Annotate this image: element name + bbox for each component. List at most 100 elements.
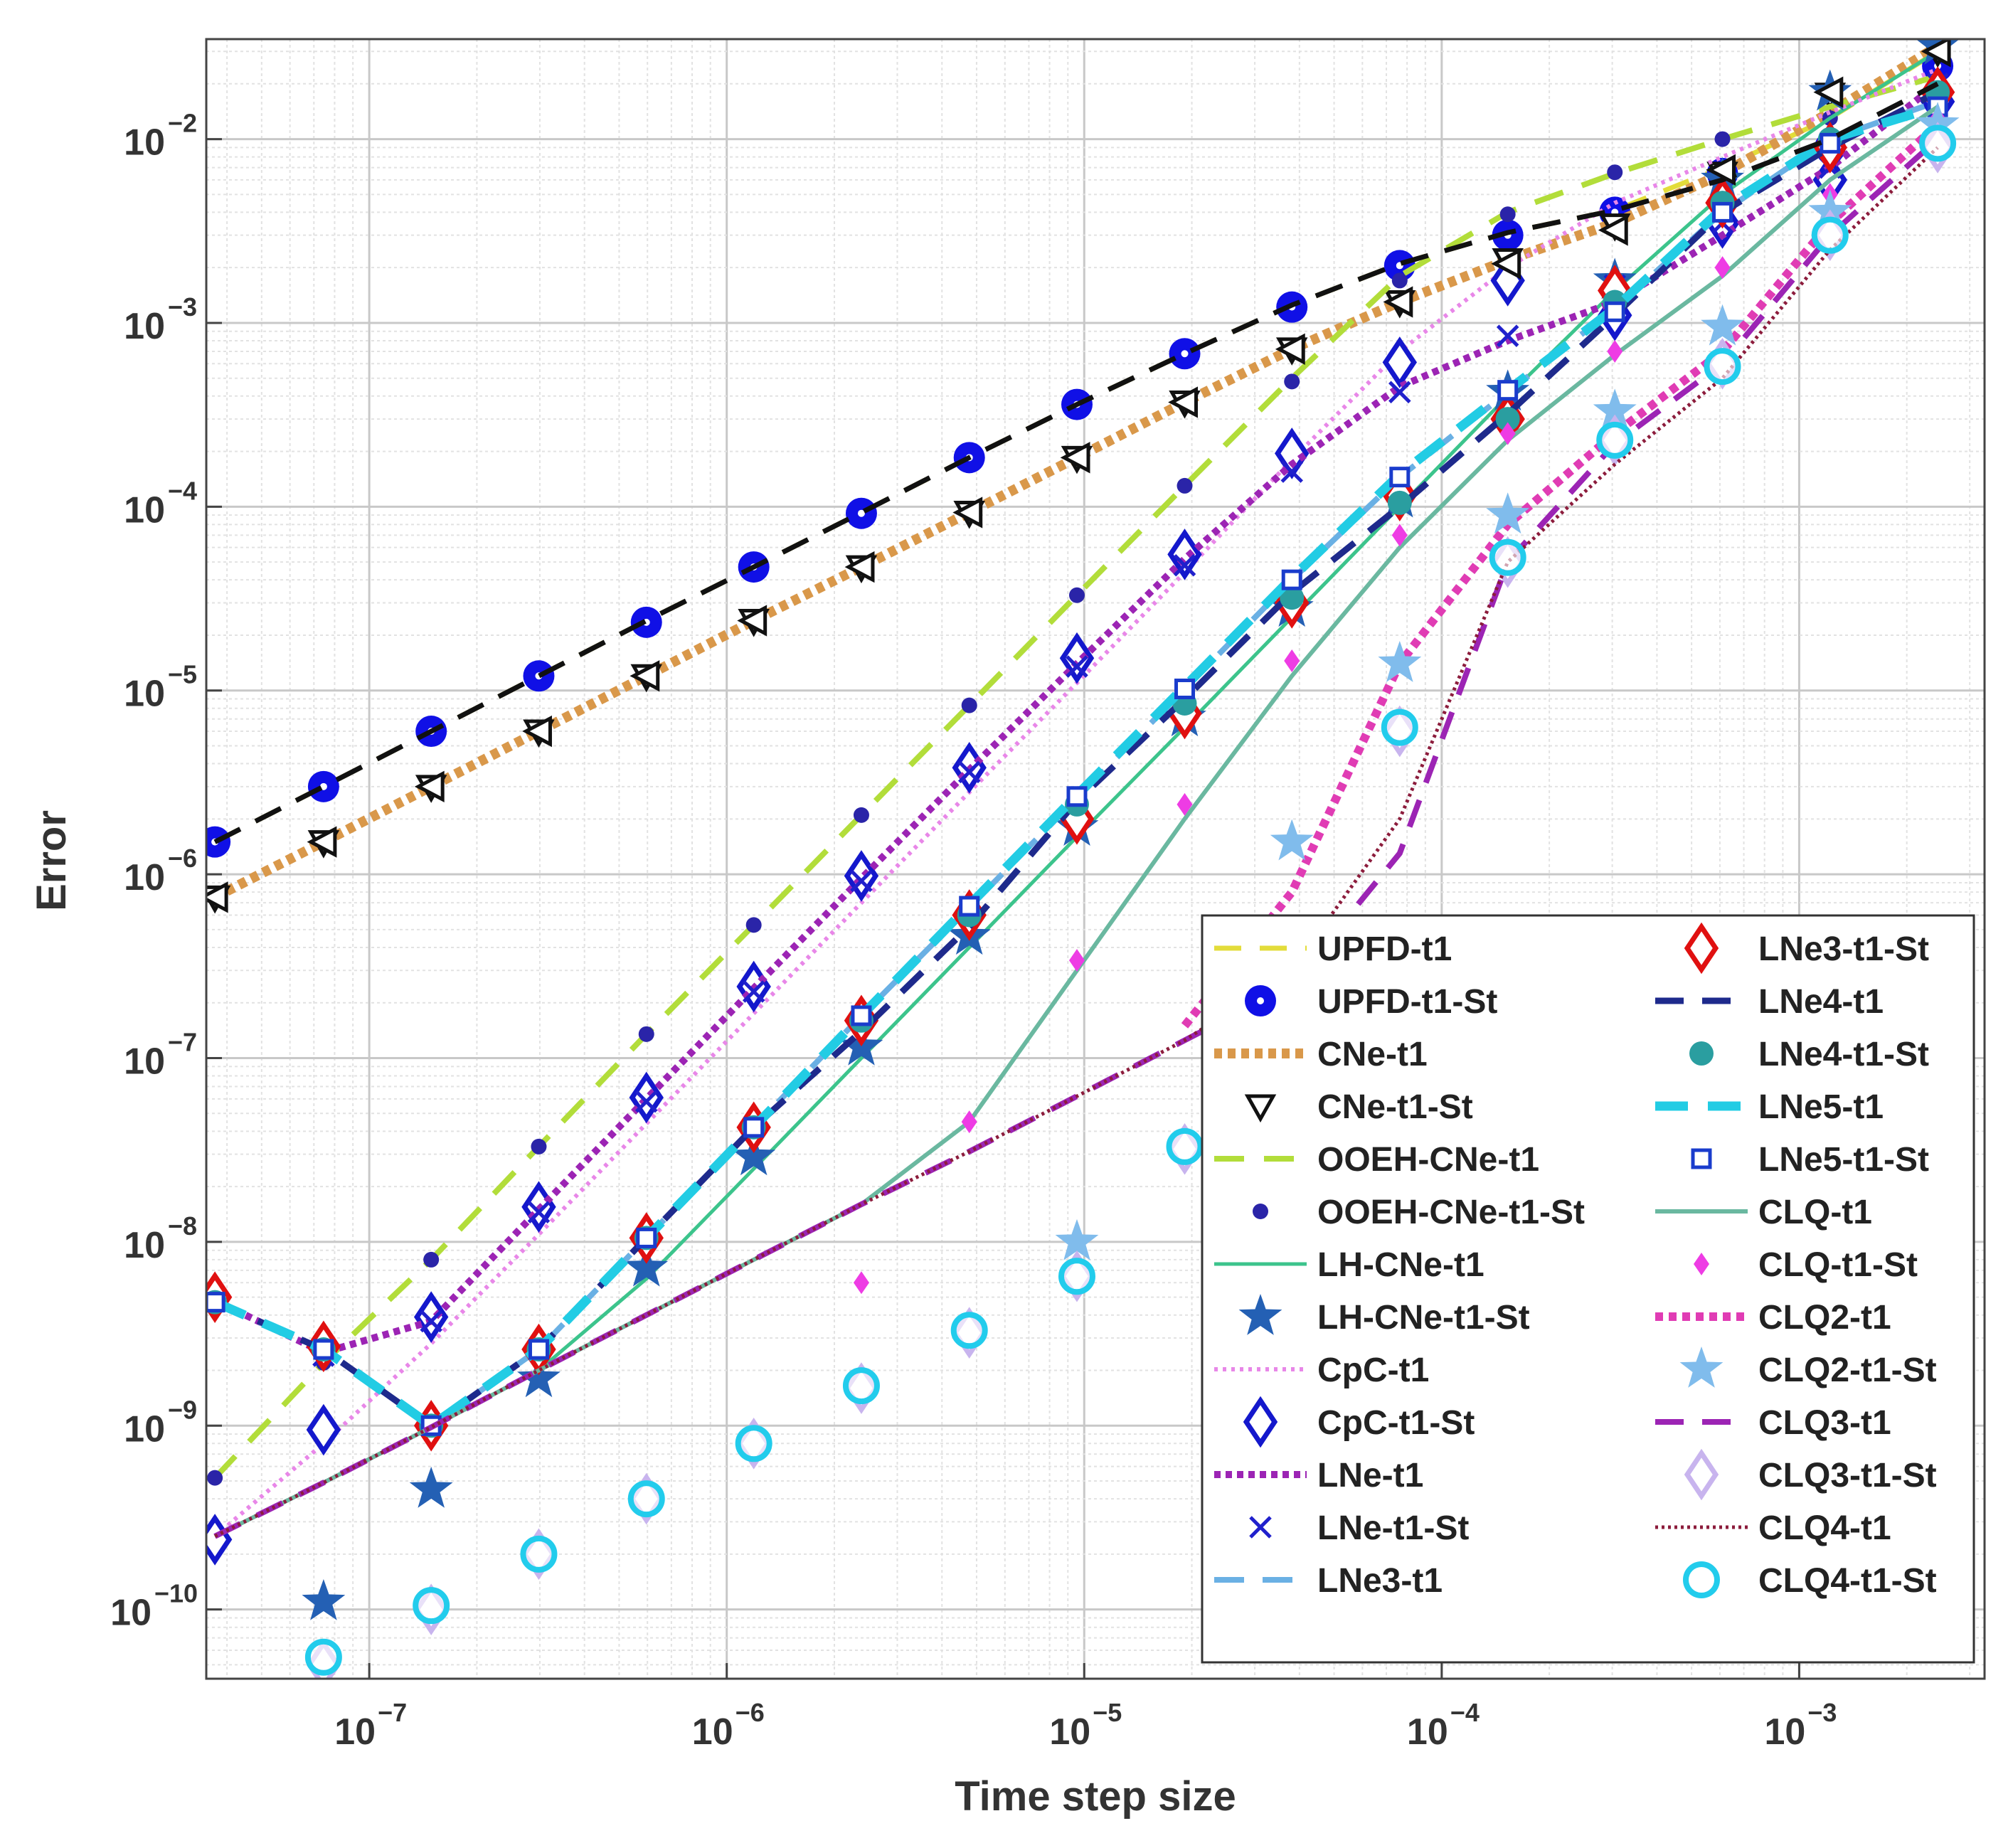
x-tick-exponent: −6 (735, 1698, 765, 1727)
data-point (844, 551, 875, 583)
data-point (1391, 524, 1408, 547)
x-tick-label: 10 (334, 1711, 376, 1753)
data-point (1593, 388, 1637, 430)
legend-item: LH-CNe-t1 (1214, 1246, 1484, 1284)
data-point (1391, 272, 1408, 289)
series-line (213, 81, 1939, 844)
data-point (1066, 655, 1088, 678)
legend-label: LNe4-t1 (1758, 983, 1884, 1021)
data-point (527, 1201, 551, 1223)
data-point (950, 1312, 988, 1349)
data-point (423, 1251, 440, 1268)
series-CNe-t1 (212, 42, 1940, 902)
legend-label: LNe-t1-St (1317, 1509, 1469, 1547)
legend-label: CpC-t1 (1317, 1352, 1429, 1389)
data-point (636, 1227, 657, 1248)
data-point (1499, 206, 1516, 223)
legend-label: LNe3-t1-St (1758, 930, 1929, 968)
data-point (638, 1026, 654, 1042)
x-tick-exponent: −5 (1093, 1698, 1122, 1727)
data-point (1714, 256, 1731, 280)
series-CLQ4-t1-St (304, 124, 1957, 1676)
legend-item: LNe4-t1-St (1689, 1036, 1929, 1073)
legend-label: CNe-t1-St (1317, 1088, 1473, 1126)
legend-label: CLQ4-t1 (1758, 1509, 1891, 1547)
legend-label: UPFD-t1-St (1317, 983, 1497, 1021)
data-point (630, 660, 660, 692)
data-point (1388, 381, 1411, 404)
legend-label: CLQ-t1-St (1758, 1246, 1918, 1284)
data-point (1811, 216, 1849, 254)
legend-item: CLQ-t1 (1655, 1194, 1872, 1231)
data-point (627, 1480, 665, 1518)
data-point (952, 496, 983, 529)
y-tick-label: 10 (124, 489, 165, 531)
legend-swatch-marker (1694, 1253, 1709, 1275)
data-point (842, 1367, 880, 1405)
series-line (213, 137, 1940, 1539)
legend-item: CLQ3-t1 (1655, 1404, 1891, 1442)
data-point (1499, 422, 1516, 445)
legend-label: OOEH-CNe-t1-St (1317, 1194, 1585, 1231)
y-tick-exponent: −3 (168, 292, 197, 322)
data-point (1275, 333, 1305, 365)
data-point (961, 1110, 977, 1134)
legend-item: CNe-t1 (1214, 1036, 1428, 1073)
legend-swatch-marker (1244, 1094, 1277, 1123)
data-point (1284, 649, 1300, 673)
data-point (1387, 490, 1412, 515)
data-point (1607, 164, 1623, 181)
data-point (961, 697, 977, 713)
y-tick-label: 10 (124, 1225, 165, 1266)
x-tick-exponent: −7 (378, 1698, 407, 1727)
legend-label: UPFD-t1 (1317, 930, 1452, 968)
data-point-center (319, 782, 327, 790)
data-point (304, 1638, 342, 1676)
data-point (1496, 324, 1519, 347)
data-point (1921, 39, 1951, 68)
legend-item: CLQ2-t1-St (1679, 1347, 1937, 1389)
data-point (850, 869, 873, 893)
series-CLQ2-t1 (1181, 121, 1941, 1029)
legend-item: LH-CNe-t1-St (1238, 1294, 1530, 1337)
data-point (634, 1090, 658, 1113)
y-tick-exponent: −9 (168, 1395, 197, 1424)
data-point (1174, 679, 1196, 700)
data-point (1173, 553, 1196, 577)
legend-swatch-marker (1683, 1561, 1720, 1598)
data-point (1495, 407, 1520, 432)
legend-item: CLQ3-t1-St (1684, 1448, 1937, 1501)
data-point (1068, 587, 1085, 603)
legend-item: CLQ4-t1 (1655, 1509, 1891, 1547)
data-point (1280, 585, 1305, 610)
y-tick-label: 10 (124, 857, 165, 898)
data-point (1486, 492, 1530, 534)
data-point (1820, 132, 1841, 154)
data-point (1489, 538, 1526, 576)
legend-swatch-marker (1249, 1516, 1272, 1539)
data-point (625, 1245, 669, 1287)
data-point (1704, 348, 1741, 386)
legend-item: UPFD-t1-St (1245, 983, 1497, 1021)
y-tick-label: 10 (124, 1408, 165, 1450)
series-UPFD-PI (213, 81, 1939, 844)
data-point (1813, 76, 1844, 108)
data-point (1382, 336, 1418, 388)
data-point (206, 881, 228, 913)
legend-label: OOEH-CNe-t1 (1317, 1141, 1539, 1179)
x-tick-exponent: −3 (1807, 1698, 1837, 1727)
plot-area (206, 39, 1960, 1679)
legend-swatch-marker (1679, 1347, 1723, 1388)
data-point (1497, 380, 1519, 401)
data-point-center (1181, 350, 1189, 358)
series-CNe-PI (206, 39, 1951, 913)
y-tick-label: 10 (124, 1041, 165, 1083)
data-point (1714, 131, 1731, 147)
data-point (1491, 248, 1521, 280)
series-LNe-t1 (213, 80, 1940, 1356)
data-point (414, 770, 445, 802)
series-line (212, 42, 1940, 902)
